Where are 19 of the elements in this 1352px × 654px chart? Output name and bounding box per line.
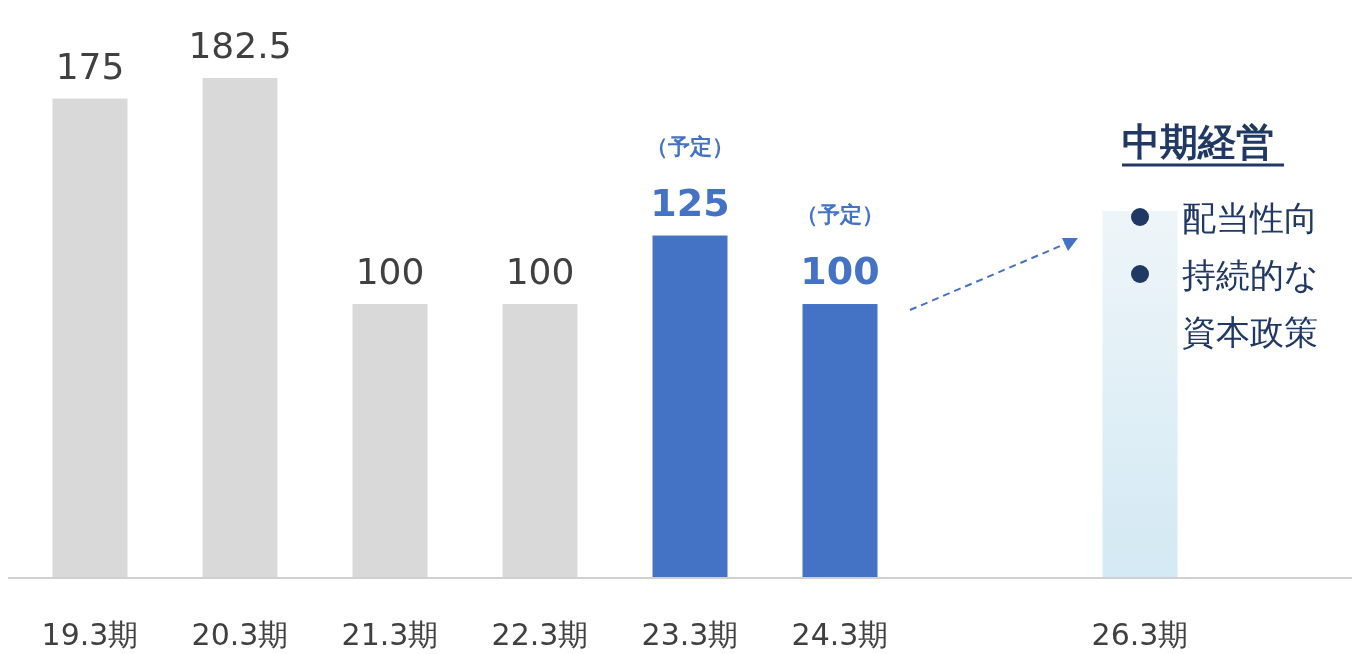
x-tick-label: 23.3期	[641, 617, 739, 652]
data-label: 100	[355, 251, 425, 293]
annotation: 資本政策	[1182, 312, 1318, 352]
annotation: （予定）	[646, 133, 734, 159]
x-tick-label: 22.3期	[491, 617, 589, 652]
annotation: 配当性向	[1182, 198, 1318, 238]
data-label: 175	[55, 45, 125, 87]
x-tick-label: 20.3期	[191, 617, 289, 652]
data-label: 100	[800, 249, 880, 294]
annotation: （予定）	[796, 202, 884, 228]
data-label: 182.5	[188, 25, 292, 66]
annotation: 中期経営	[1122, 120, 1274, 164]
x-tick-label: 26.3期	[1091, 617, 1189, 652]
annotation: 持続的な	[1182, 255, 1319, 295]
x-tick-label: 21.3期	[341, 617, 439, 652]
x-tick-label: 24.3期	[791, 617, 889, 652]
x-tick-label: 19.3期	[41, 617, 139, 652]
data-label: 100	[505, 251, 575, 293]
data-label: 125	[650, 180, 730, 225]
